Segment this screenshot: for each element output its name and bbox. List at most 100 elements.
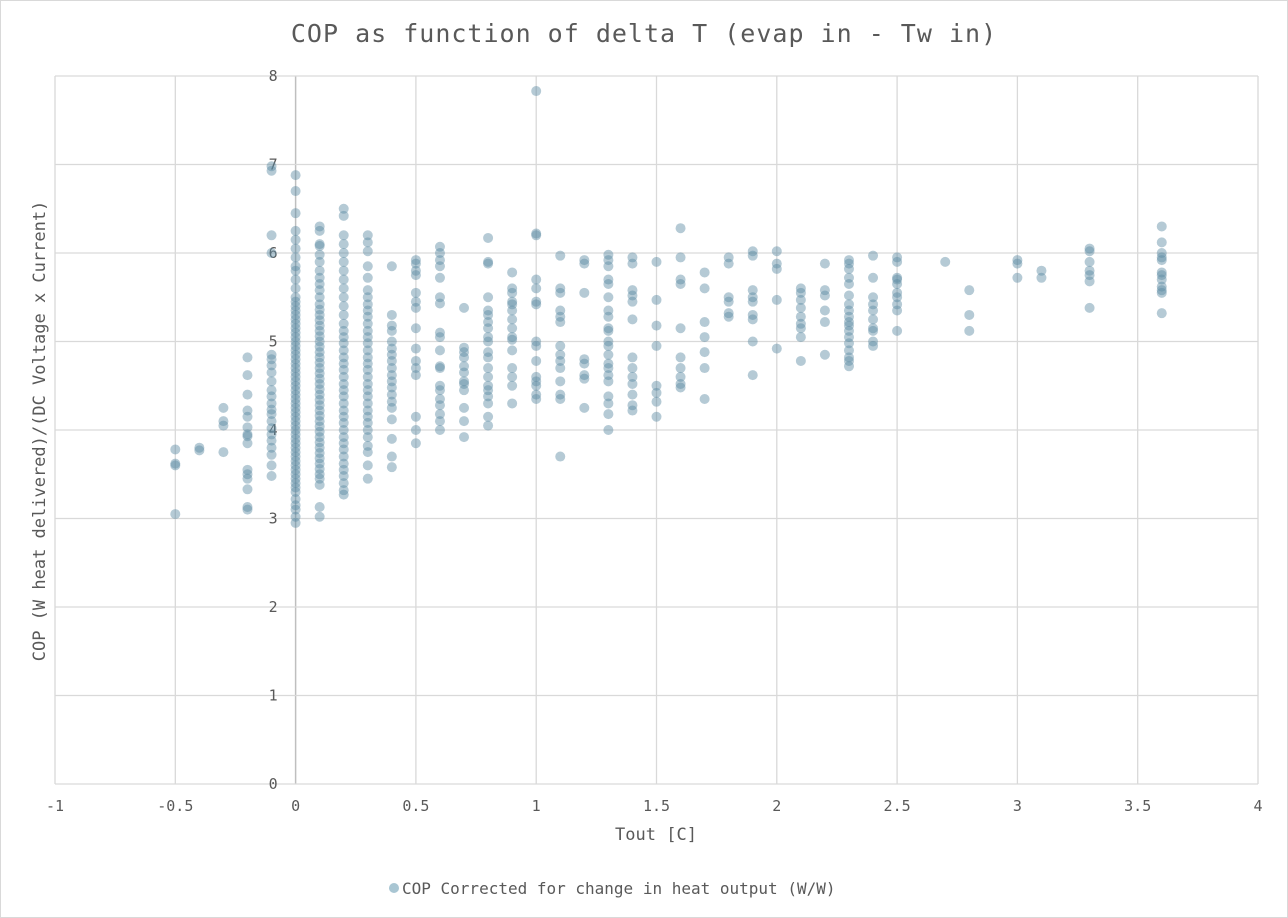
data-point (314, 325, 325, 336)
data-point (627, 363, 638, 374)
data-point (434, 409, 445, 420)
data-point (843, 258, 854, 269)
data-point (1012, 272, 1023, 283)
data-point (314, 278, 325, 289)
data-point (483, 232, 494, 243)
data-point (266, 404, 277, 415)
data-point (699, 363, 710, 374)
data-point (507, 345, 518, 356)
data-point (290, 186, 301, 197)
data-point (410, 265, 421, 276)
data-point (434, 261, 445, 272)
data-point (314, 240, 325, 251)
data-point (290, 354, 301, 365)
data-point (338, 352, 349, 363)
data-point (723, 292, 734, 303)
data-point (314, 405, 325, 416)
data-point (483, 347, 494, 358)
data-point (338, 371, 349, 382)
data-point (338, 364, 349, 375)
y-tick-label: 3 (269, 510, 278, 528)
data-point (843, 317, 854, 328)
data-point (386, 451, 397, 462)
data-point (627, 258, 638, 269)
data-point (723, 258, 734, 269)
data-point (218, 420, 229, 431)
data-point (410, 438, 421, 449)
data-point (314, 265, 325, 276)
data-point (362, 378, 373, 389)
data-point (362, 299, 373, 310)
data-point (386, 349, 397, 360)
data-point (819, 258, 830, 269)
data-point (434, 400, 445, 411)
data-point (434, 292, 445, 303)
data-point (410, 323, 421, 334)
x-tick-label: 0 (291, 797, 300, 815)
data-point (459, 416, 470, 427)
data-point (266, 423, 277, 434)
data-point (290, 494, 301, 505)
data-point (314, 426, 325, 437)
data-point (314, 347, 325, 358)
data-point (194, 442, 205, 453)
data-point (218, 416, 229, 427)
data-point (338, 256, 349, 267)
data-point (531, 296, 542, 307)
data-point (242, 431, 253, 442)
y-tick-label: 1 (269, 687, 278, 705)
data-point (266, 248, 277, 258)
data-point (699, 332, 710, 343)
data-point (603, 323, 614, 334)
data-point (290, 358, 301, 369)
data-point (843, 345, 854, 356)
data-point (362, 338, 373, 349)
data-point (386, 382, 397, 393)
data-point (483, 371, 494, 382)
data-point (290, 394, 301, 405)
data-point (1156, 270, 1167, 281)
data-point (892, 274, 903, 285)
data-point (651, 411, 662, 422)
data-point (651, 340, 662, 351)
data-point (314, 368, 325, 379)
data-point (1084, 270, 1095, 281)
data-point (1156, 237, 1167, 248)
data-point (314, 239, 325, 250)
data-point (242, 501, 253, 512)
data-point (314, 463, 325, 474)
data-point (892, 272, 903, 283)
data-point (483, 256, 494, 267)
data-point (892, 278, 903, 289)
x-tick-label: 1.5 (643, 797, 670, 815)
data-point (314, 479, 325, 490)
data-point (290, 323, 301, 334)
data-point (362, 261, 373, 272)
data-point (555, 305, 566, 316)
data-point (338, 471, 349, 482)
data-point (290, 371, 301, 382)
data-point (434, 327, 445, 338)
data-point (531, 376, 542, 387)
data-point (843, 332, 854, 343)
data-point (675, 363, 686, 374)
data-point (1084, 265, 1095, 276)
data-point (747, 292, 758, 303)
data-point (290, 208, 301, 219)
data-point (242, 405, 253, 416)
data-point (531, 230, 542, 241)
data-point (338, 417, 349, 428)
data-point (242, 429, 253, 440)
data-point (266, 367, 277, 378)
data-point (314, 315, 325, 326)
data-point (940, 256, 951, 267)
data-point (290, 367, 301, 378)
data-point (410, 287, 421, 298)
data-point (338, 248, 349, 258)
data-point (290, 407, 301, 418)
data-point (338, 391, 349, 402)
data-point (1156, 248, 1167, 258)
data-point (747, 246, 758, 257)
data-point (459, 432, 470, 443)
data-point (771, 246, 782, 257)
